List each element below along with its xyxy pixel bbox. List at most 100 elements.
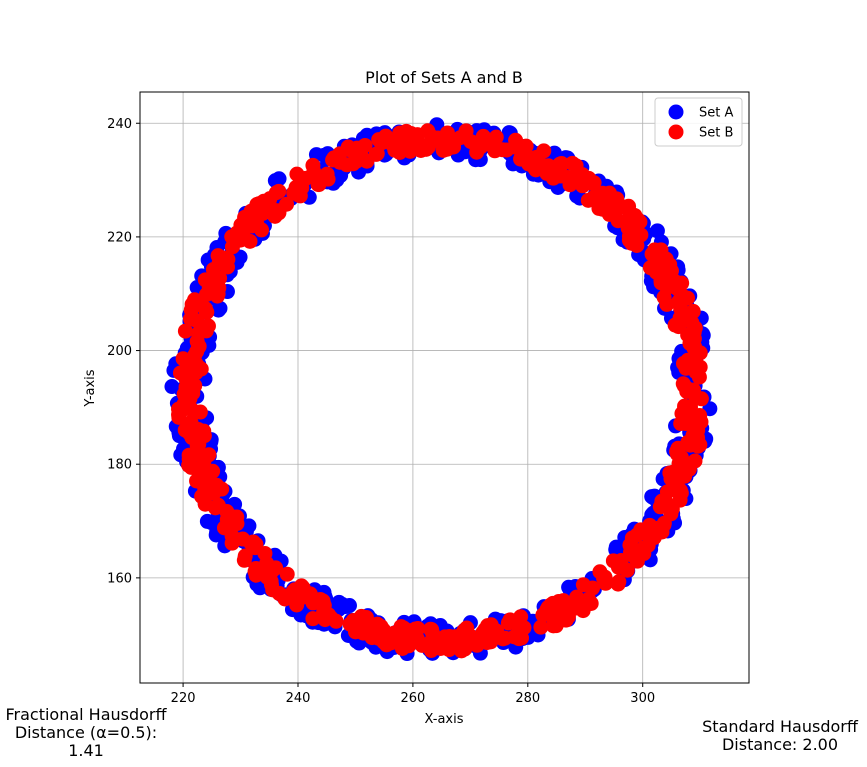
data-point (669, 446, 685, 462)
data-point (294, 180, 310, 196)
data-point (515, 150, 531, 166)
standard-note-line-1: Standard Hausdorff (702, 717, 858, 736)
data-point (171, 409, 187, 425)
data-point (248, 536, 264, 552)
x-tick-label: 240 (286, 691, 311, 706)
chart-title: Plot of Sets A and B (365, 68, 523, 87)
data-point (606, 203, 622, 219)
data-point (518, 138, 534, 154)
data-point (268, 185, 284, 201)
data-point (401, 623, 417, 639)
data-point (294, 579, 310, 595)
data-point (691, 369, 707, 385)
data-point (687, 320, 703, 336)
fractional-note-line-3: 1.41 (68, 741, 104, 760)
data-point (197, 272, 213, 288)
standard-hausdorff-note: Standard Hausdorff Distance: 2.00 (694, 718, 866, 754)
data-point (526, 159, 542, 175)
data-point (205, 463, 221, 479)
series-set-a (164, 117, 718, 662)
y-tick-label: 240 (107, 117, 132, 132)
data-point (263, 200, 279, 216)
fractional-note-line-1: Fractional Hausdorff (5, 705, 167, 724)
grid-lines (140, 92, 749, 683)
data-point (676, 378, 692, 394)
data-point (654, 524, 670, 540)
data-point (536, 143, 552, 159)
y-tick-label: 200 (107, 344, 132, 359)
data-point (249, 196, 265, 212)
data-point (608, 539, 624, 555)
data-point (551, 610, 567, 626)
x-tick-label: 260 (400, 691, 425, 706)
data-point (189, 473, 205, 489)
data-point (212, 270, 228, 286)
data-point (337, 599, 353, 615)
data-point (672, 310, 688, 326)
data-point (480, 618, 496, 634)
data-point (627, 207, 643, 223)
fractional-note-line-2: Distance (α=0.5): (14, 723, 158, 742)
data-point (365, 619, 381, 635)
data-point (279, 566, 295, 582)
data-point (456, 623, 472, 639)
data-point (198, 287, 214, 303)
data-point (190, 359, 206, 375)
data-point (593, 200, 609, 216)
legend-label-set-a: Set A (699, 106, 733, 121)
series-set-b (171, 123, 709, 659)
data-point (409, 127, 425, 143)
data-point (237, 548, 253, 564)
data-point (229, 516, 245, 532)
data-point (305, 595, 321, 611)
data-point (661, 497, 677, 513)
data-point (437, 629, 453, 645)
data-point (376, 634, 392, 650)
data-point (642, 517, 658, 533)
data-point (619, 562, 635, 578)
y-axis-label: Y-axis (83, 369, 98, 407)
x-axis-label: X-axis (425, 712, 464, 727)
data-point (237, 209, 253, 225)
series-layer (164, 117, 718, 662)
data-point (569, 589, 585, 605)
data-point (190, 326, 206, 342)
data-point (259, 569, 275, 585)
data-point (306, 164, 322, 180)
data-point (196, 428, 212, 444)
data-point (685, 303, 701, 319)
data-point (671, 293, 687, 309)
data-point (349, 153, 365, 169)
data-point (353, 608, 369, 624)
data-point (629, 527, 645, 543)
data-point (533, 619, 549, 635)
data-point (310, 176, 326, 192)
data-point (440, 136, 456, 152)
data-point (247, 564, 263, 580)
data-point (198, 301, 214, 317)
data-point (583, 595, 599, 611)
data-point (669, 474, 685, 490)
data-point (605, 553, 621, 569)
legend-marker-set-a (668, 104, 684, 120)
data-point (551, 594, 567, 610)
data-point (454, 643, 470, 659)
data-point (215, 250, 231, 266)
data-point (414, 637, 430, 653)
data-point (595, 185, 611, 201)
x-tick-label: 300 (630, 691, 655, 706)
data-point (677, 401, 693, 417)
y-tick-label: 220 (107, 230, 132, 245)
data-point (319, 166, 335, 182)
data-point (649, 223, 665, 239)
data-point (402, 143, 418, 159)
data-point (187, 347, 203, 363)
data-point (177, 323, 193, 339)
data-point (271, 171, 287, 187)
data-point (539, 165, 555, 181)
data-point (384, 133, 400, 149)
data-point (514, 630, 530, 646)
legend-label-set-b: Set B (699, 126, 733, 141)
data-point (592, 564, 608, 580)
